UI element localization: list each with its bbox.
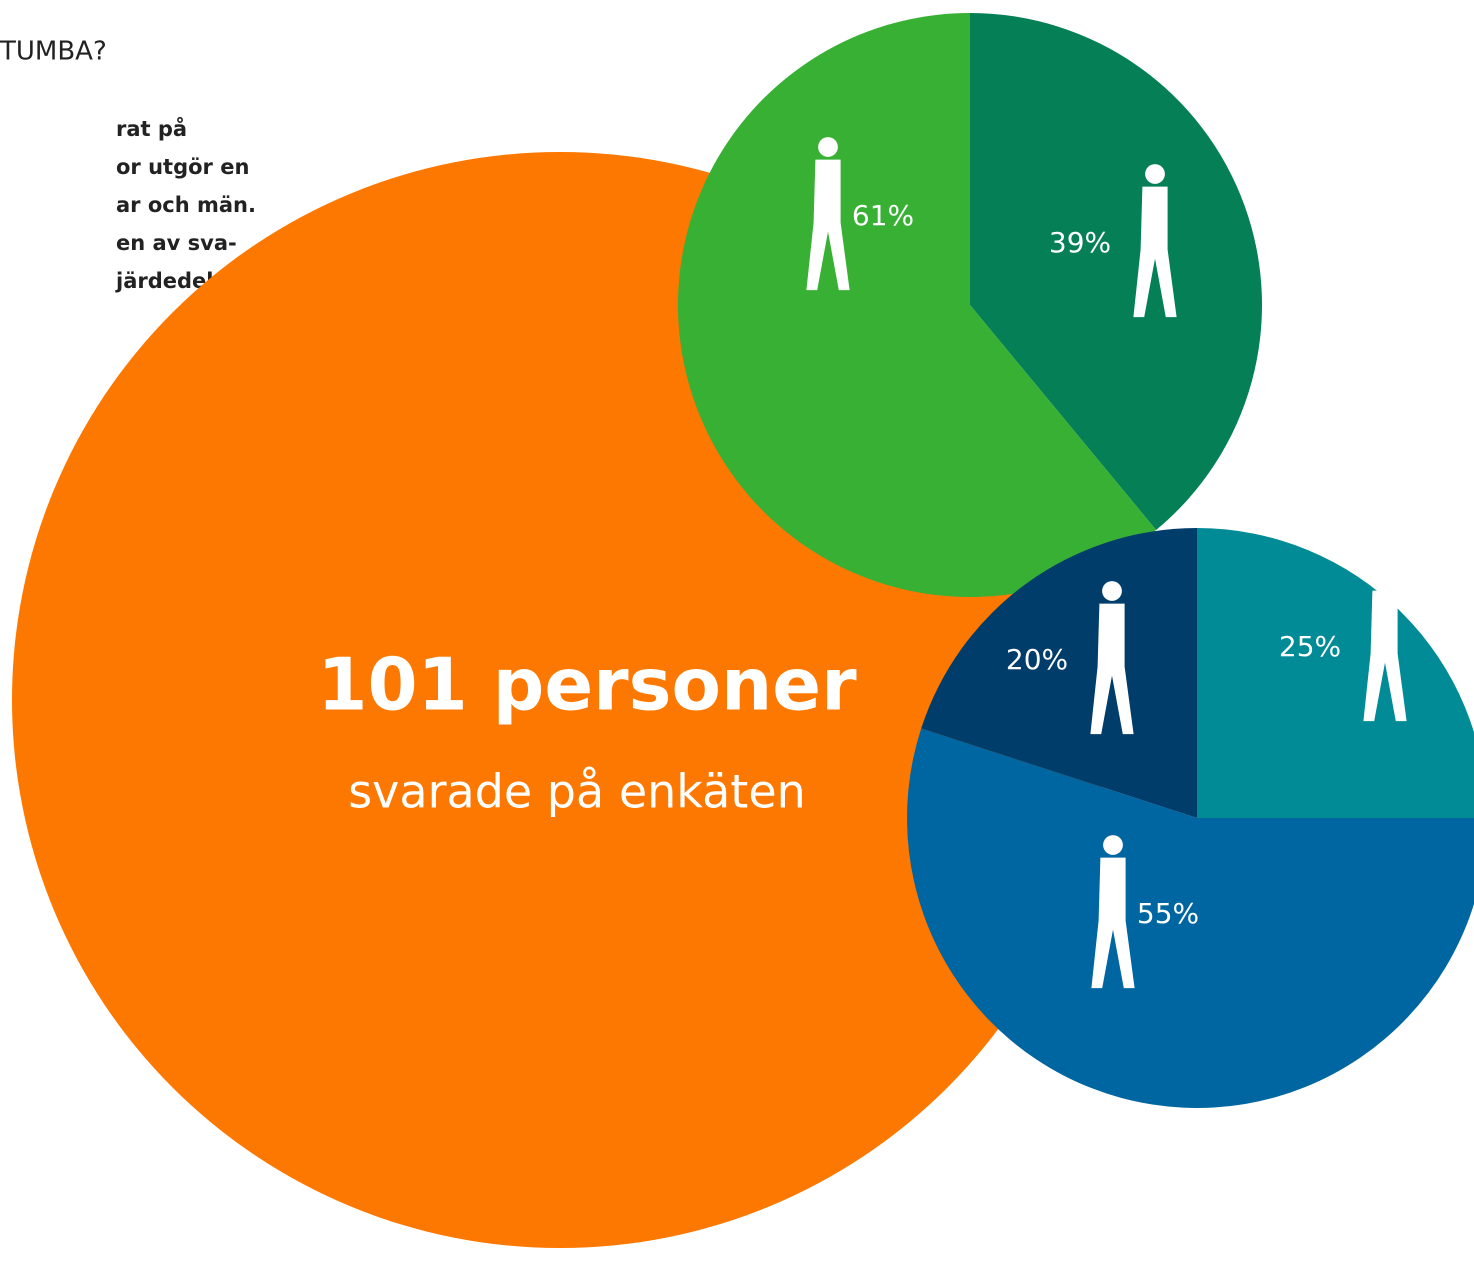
value-label: 61% bbox=[852, 199, 914, 232]
pie-slice bbox=[907, 728, 1474, 1108]
total-caption: svarade på enkäten bbox=[348, 765, 806, 819]
person-icon bbox=[1102, 581, 1122, 601]
person-icon bbox=[818, 137, 838, 157]
intro-line: en av sva- bbox=[116, 231, 237, 255]
person-icon bbox=[1145, 164, 1165, 184]
value-label: 39% bbox=[1049, 226, 1111, 259]
intro-line: rat på bbox=[116, 116, 187, 141]
value-label: 25% bbox=[1279, 630, 1341, 663]
intro-line: ar och män. bbox=[116, 193, 256, 217]
intro-line: or utgör en bbox=[116, 155, 249, 179]
total-number: 101 personer bbox=[317, 643, 857, 727]
person-icon bbox=[1103, 835, 1123, 855]
value-label: 55% bbox=[1137, 897, 1199, 930]
person-icon bbox=[1363, 590, 1407, 722]
person-icon bbox=[806, 159, 850, 291]
pie-slice bbox=[970, 13, 1262, 530]
person-icon bbox=[1375, 568, 1395, 588]
pie-slice bbox=[921, 528, 1197, 818]
value-label: 20% bbox=[1006, 643, 1068, 676]
person-icon bbox=[1133, 186, 1177, 318]
heading: TUMBA? bbox=[0, 37, 107, 67]
pie-slice bbox=[1197, 528, 1474, 818]
person-icon bbox=[1090, 603, 1134, 735]
person-icon bbox=[1091, 857, 1135, 989]
pie-slice bbox=[678, 13, 1157, 597]
